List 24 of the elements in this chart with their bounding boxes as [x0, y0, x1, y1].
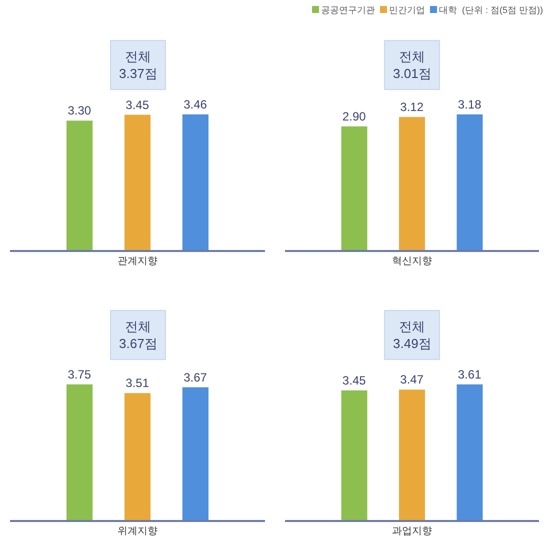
- x-axis-title: 위계지향: [118, 526, 158, 537]
- x-axis-title: 과업지향: [392, 526, 432, 537]
- text: 대학: [439, 5, 457, 15]
- text: (단위 : 점(5점 만점)): [462, 5, 543, 15]
- data-label: 3.18: [458, 97, 482, 112]
- data-label: 3.47: [400, 372, 424, 387]
- x-axis-title: 관계지향: [118, 256, 158, 267]
- text: 전체 3.01점: [393, 49, 432, 81]
- text: 전체 3.37점: [119, 49, 158, 81]
- data-label: 3.51: [126, 376, 150, 390]
- data-label: 3.30: [68, 104, 92, 118]
- data-label: 3.75: [68, 367, 92, 382]
- data-label: 3.67: [184, 370, 208, 384]
- data-label: 3.46: [184, 97, 208, 112]
- data-label: 3.61: [458, 367, 482, 382]
- text: 전체 3.49점: [393, 319, 432, 351]
- text: 전체 3.67점: [119, 319, 158, 351]
- text: 공공연구기관: [321, 5, 375, 15]
- data-label: 3.45: [342, 373, 366, 388]
- data-label: 3.45: [126, 98, 150, 112]
- data-label: 2.90: [342, 109, 366, 124]
- data-label: 3.12: [400, 100, 424, 114]
- text: 민간기업: [389, 5, 425, 15]
- x-axis-title: 혁신지향: [392, 256, 432, 267]
